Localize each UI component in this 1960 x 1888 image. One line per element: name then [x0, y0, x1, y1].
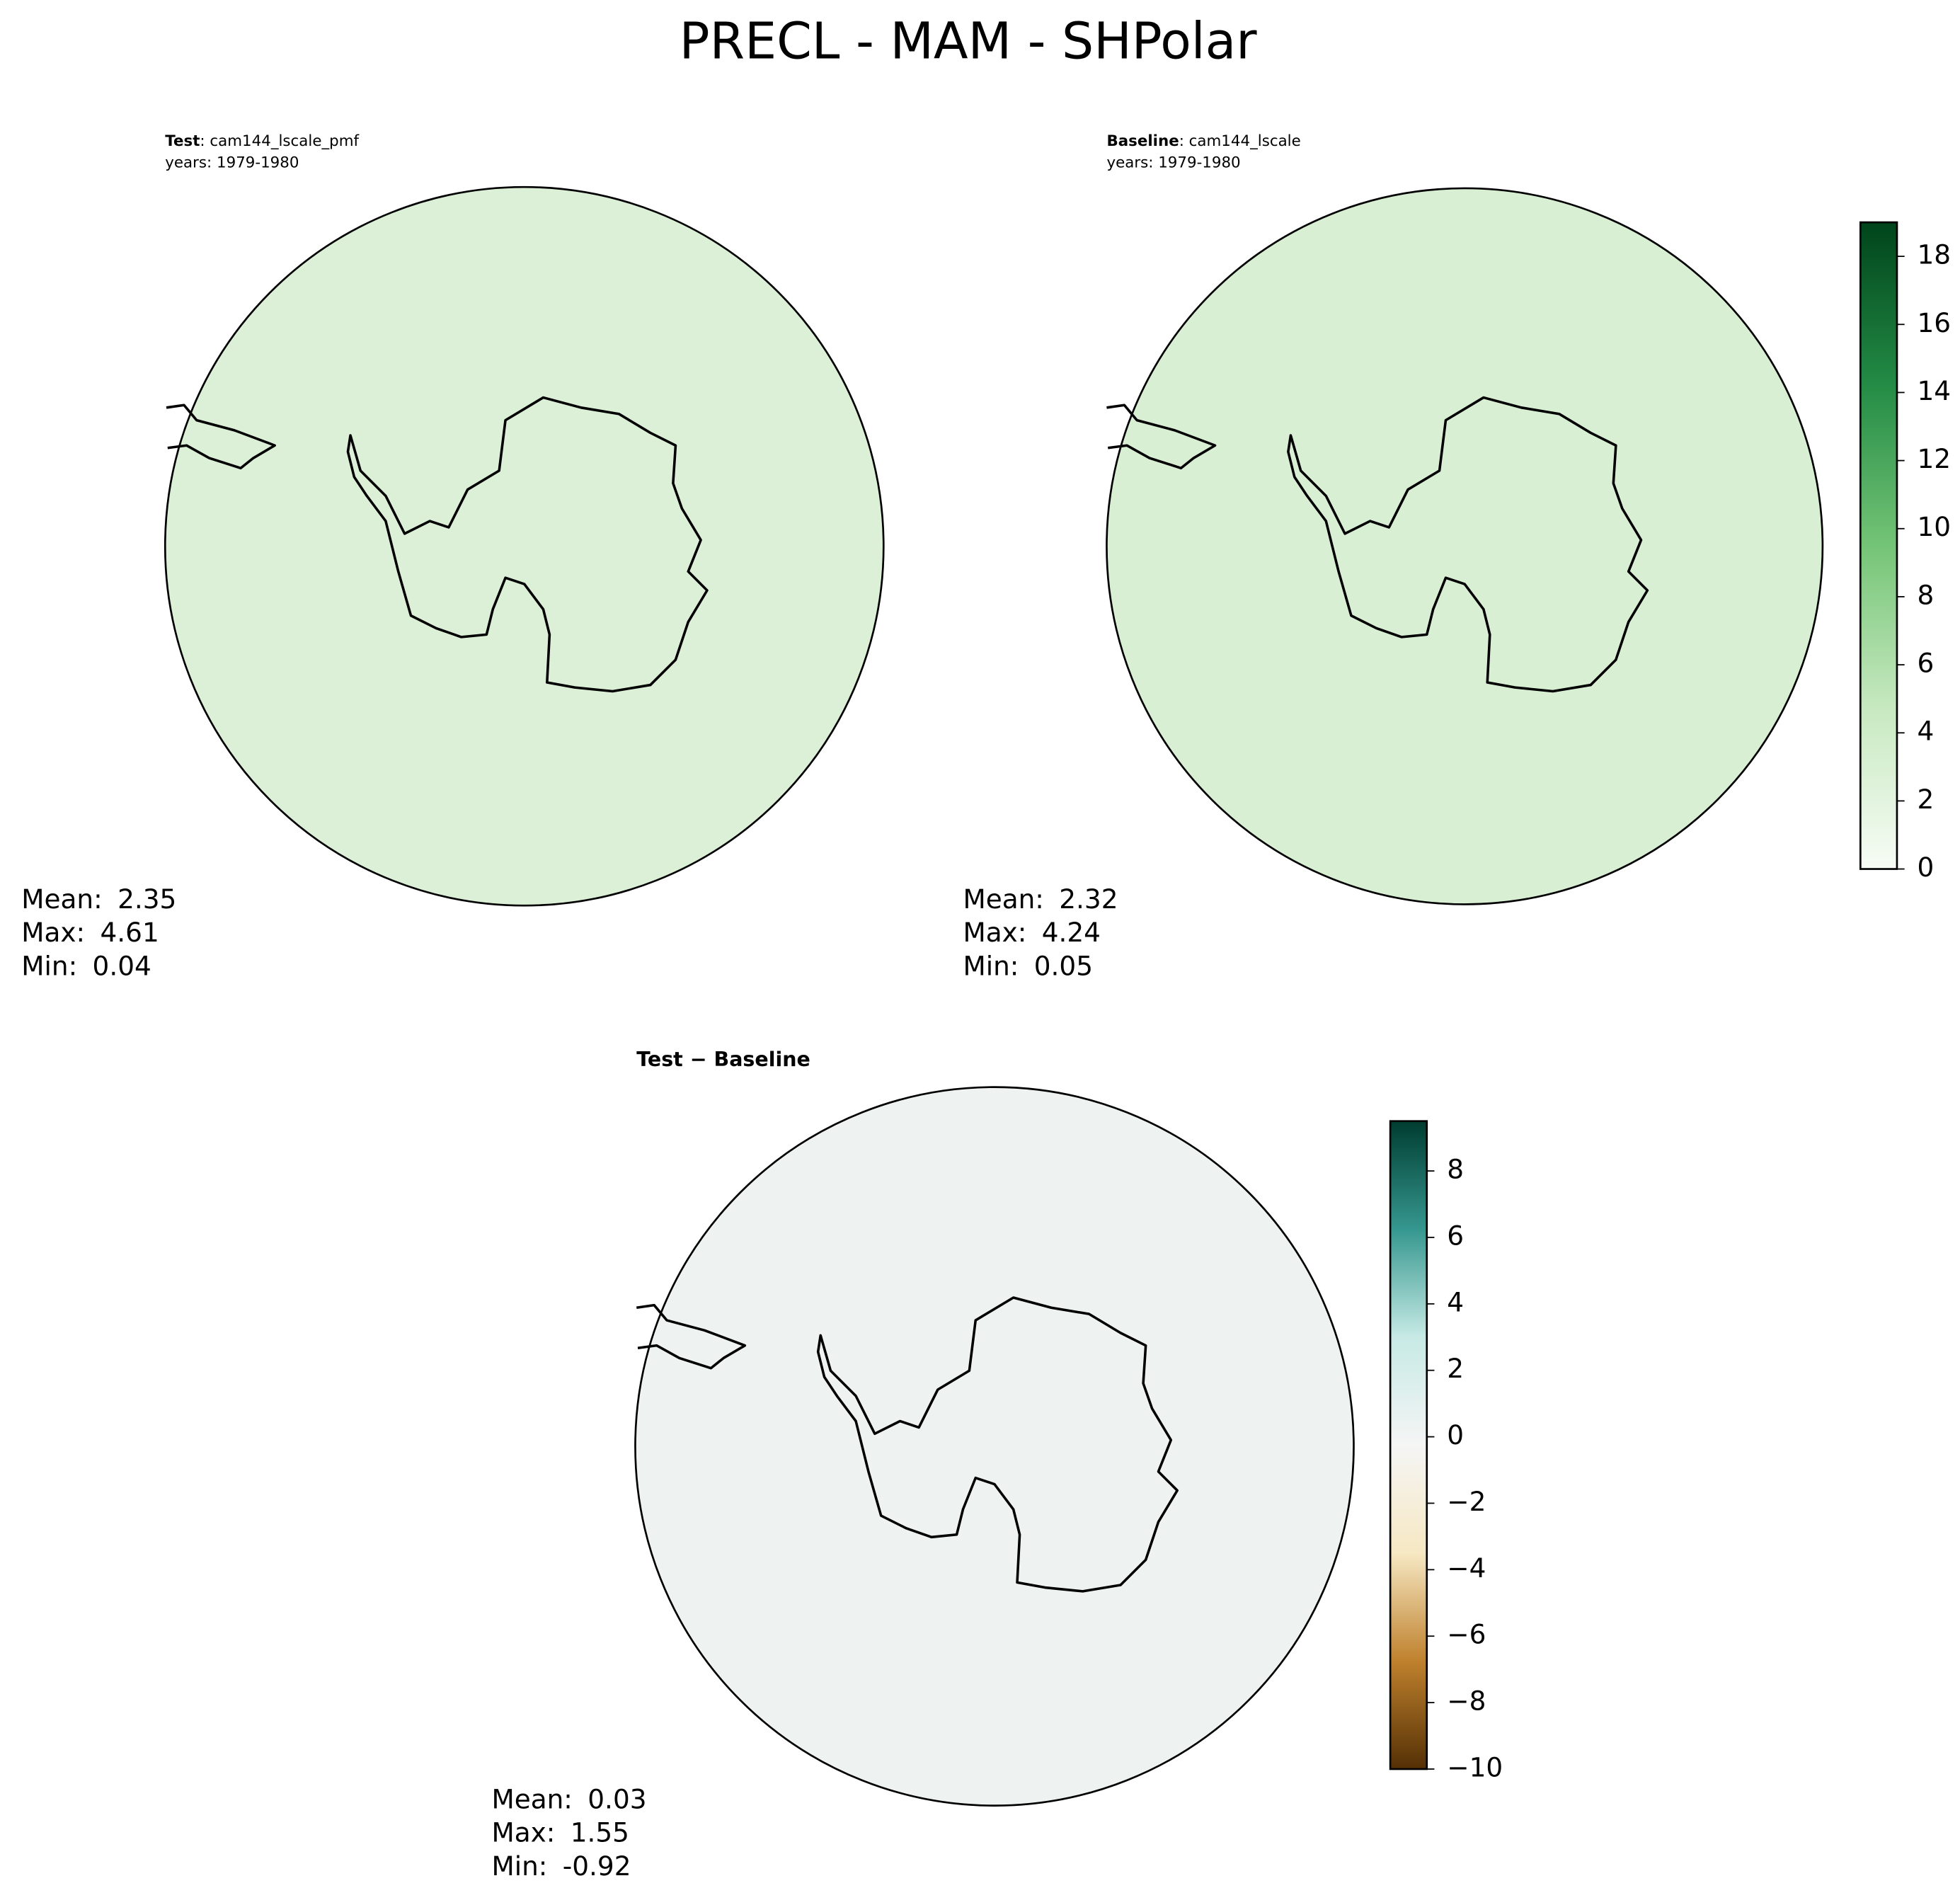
stat: Min: 0.04	[21, 950, 151, 981]
colorbar-tick-label: 2	[1447, 1353, 1464, 1384]
stat: Max: 4.61	[21, 917, 159, 948]
stat-label: Max:	[21, 917, 85, 948]
map-ocean	[1106, 188, 1823, 905]
stat: Max: 1.55	[491, 1817, 629, 1848]
panel-title-rest: : cam144_lscale	[1179, 132, 1301, 150]
colorbar-tick-label: −2	[1447, 1486, 1486, 1517]
panel-title: Test − Baseline	[636, 1048, 810, 1071]
colorbar-tick-label: 18	[1917, 239, 1951, 270]
panel-subtitle: years: 1979-1980	[1106, 154, 1240, 171]
stat-label: Max:	[963, 917, 1026, 948]
map-border	[1106, 187, 1824, 905]
colorbar-tick-label: 4	[1917, 716, 1934, 747]
map-ocean	[165, 187, 884, 906]
panel-title-bold: Baseline	[1106, 132, 1179, 150]
stat-label: Mean:	[21, 883, 102, 915]
stat-label: Mean:	[963, 883, 1043, 915]
stat-value: 1.55	[571, 1817, 629, 1848]
colorbar-tick-label: 8	[1917, 579, 1934, 610]
stat-label: Max:	[491, 1817, 555, 1848]
stat-label: Min:	[963, 950, 1019, 981]
stat-label: Mean:	[491, 1783, 572, 1814]
figure-title: PRECL - MAM - SHPolar	[680, 11, 1258, 70]
panel-title-bold: Test	[165, 132, 200, 150]
colorbar-tick-label: 4	[1447, 1286, 1464, 1317]
stat-value: 4.61	[101, 917, 159, 948]
colorbar-tick-label: −4	[1447, 1552, 1486, 1584]
stat-value: 0.03	[588, 1783, 646, 1814]
map-border	[164, 185, 885, 907]
colorbar-tick-label: 12	[1917, 443, 1951, 474]
stat: Mean: 2.35	[21, 883, 176, 915]
colorbar-tick-label: 10	[1917, 511, 1951, 542]
stat-label: Min:	[21, 950, 77, 981]
stat: Max: 4.24	[963, 917, 1100, 948]
stat-value: 2.32	[1059, 883, 1118, 915]
colorbar-tick-label: 8	[1447, 1154, 1464, 1185]
map-ocean	[635, 1087, 1354, 1806]
stat: Min: -0.92	[491, 1850, 631, 1881]
colorbar	[1859, 221, 1898, 870]
stat-value: 0.05	[1034, 950, 1093, 981]
colorbar-tick-label: −6	[1447, 1619, 1486, 1650]
map-border	[634, 1086, 1355, 1807]
colorbar-tick-label: 0	[1917, 852, 1934, 883]
colorbar-tick-label: 6	[1447, 1220, 1464, 1251]
stat-value: -0.92	[563, 1850, 631, 1881]
panel-subtitle: years: 1979-1980	[165, 154, 299, 171]
colorbar-tick-label: 14	[1917, 375, 1951, 406]
colorbar-tick-label: 6	[1917, 648, 1934, 679]
colorbar-tick-label: −10	[1447, 1751, 1503, 1783]
stat-value: 0.04	[93, 950, 151, 981]
colorbar-tick-label: 2	[1917, 784, 1934, 815]
panel-title-rest: : cam144_lscale_pmf	[200, 132, 359, 150]
colorbar	[1389, 1120, 1428, 1770]
panel-title-bold: Test − Baseline	[636, 1048, 810, 1071]
colorbar-tick-label: 16	[1917, 307, 1951, 338]
stat: Mean: 2.32	[963, 883, 1118, 915]
stat: Min: 0.05	[963, 950, 1093, 981]
stat-label: Min:	[491, 1850, 547, 1881]
colorbar-tick-label: −8	[1447, 1686, 1486, 1717]
stat: Mean: 0.03	[491, 1783, 646, 1814]
panel-title: Baseline: cam144_lscale	[1106, 132, 1300, 150]
stat-value: 2.35	[118, 883, 176, 915]
stat-value: 4.24	[1042, 917, 1101, 948]
panel-title: Test: cam144_lscale_pmf	[165, 132, 359, 150]
colorbar-tick-label: 0	[1447, 1419, 1464, 1451]
